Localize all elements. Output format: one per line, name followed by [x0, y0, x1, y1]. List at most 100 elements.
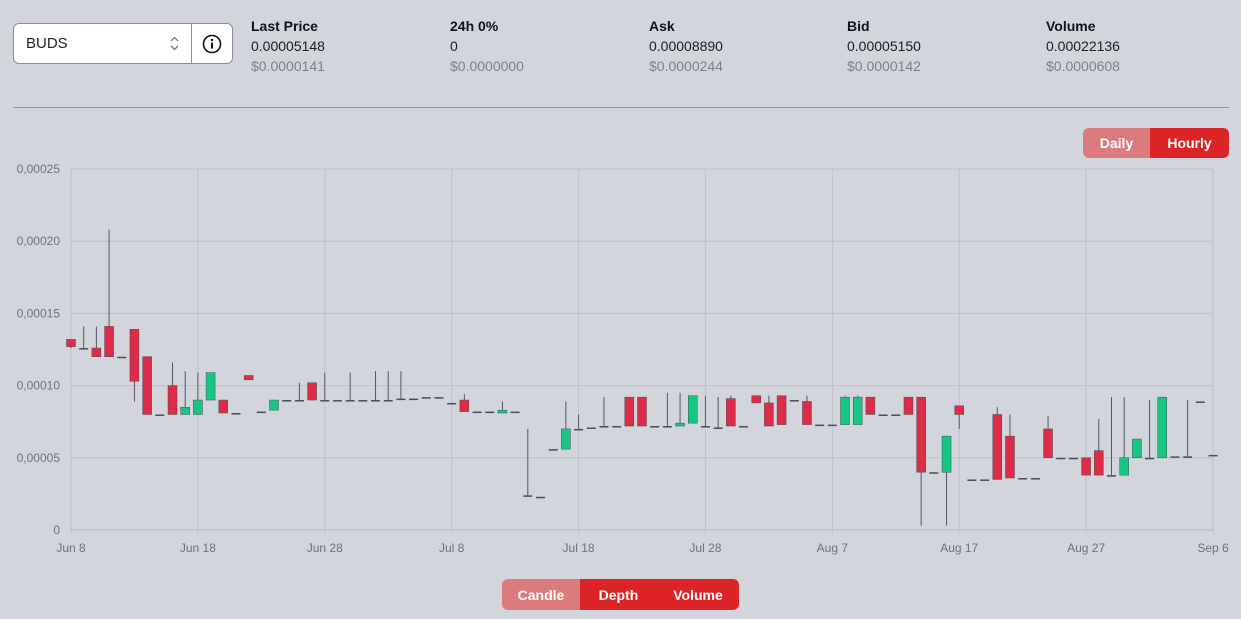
info-button[interactable] [192, 24, 232, 63]
candle-body [167, 385, 178, 415]
candle-body [193, 399, 203, 415]
candle-body [929, 472, 939, 474]
candle-body [231, 413, 241, 415]
interval-toggle: Daily Hourly [1083, 128, 1229, 158]
candle-body [243, 375, 254, 381]
stat-last-price: Last Price 0.00005148 $0.0000141 [251, 16, 325, 76]
candle-body [1157, 396, 1167, 459]
daily-button[interactable]: Daily [1083, 128, 1150, 158]
stat-24h-change: 24h 0% 0 $0.0000000 [450, 16, 524, 76]
candle-body [205, 372, 216, 401]
stat-usd-value: $0.0000142 [847, 58, 921, 74]
candle-body [612, 426, 622, 428]
candle-body [815, 424, 825, 427]
candle-body [523, 495, 533, 497]
candle-body [903, 396, 914, 415]
y-tick-label: 0,00015 [17, 306, 61, 320]
x-tick-label: Jul 18 [563, 541, 595, 555]
stat-value: 0.00008890 [649, 38, 723, 54]
candle-body [497, 409, 508, 414]
hourly-button[interactable]: Hourly [1150, 128, 1229, 158]
stat-usd-value: $0.0000608 [1046, 58, 1120, 74]
x-tick-label: Jul 28 [689, 541, 721, 555]
candle-body [1068, 457, 1078, 460]
candle-body [700, 426, 710, 428]
stat-usd-value: $0.0000244 [649, 58, 723, 74]
view-toggle: Candle Depth Volume [502, 579, 739, 610]
candle-body [510, 411, 520, 414]
candle-body [472, 411, 482, 414]
stat-label: Volume [1046, 18, 1096, 34]
y-tick-label: 0,00005 [17, 451, 61, 465]
candle-body [1018, 478, 1028, 480]
candle-body [1170, 456, 1180, 458]
candle-body [1195, 401, 1205, 403]
candlestick-chart[interactable]: 0 0,00005 0,00010 0,00015 0,00020 0,00025 Jun … [0, 150, 1241, 560]
candle-body [358, 400, 368, 402]
candle-body [827, 424, 837, 427]
stat-usd-value: $0.0000000 [450, 58, 524, 74]
stat-usd-value: $0.0000141 [251, 58, 325, 74]
candle-body [421, 397, 431, 399]
candle-body [802, 401, 812, 425]
candle-body [142, 356, 152, 415]
x-tick-label: Aug 17 [940, 541, 978, 555]
candle-body [79, 348, 89, 350]
candle-body [980, 479, 990, 481]
candle-body [345, 400, 355, 402]
stat-value: 0.00005148 [251, 38, 325, 54]
x-tick-label: Jun 8 [56, 541, 86, 555]
candle-body [1132, 438, 1142, 459]
candle-body [434, 397, 444, 399]
candle-body [1119, 457, 1129, 476]
candle-body [954, 405, 964, 415]
candle-body [129, 329, 140, 382]
y-tick-label: 0,00020 [17, 234, 61, 248]
candle-body [852, 396, 863, 425]
candle-body [624, 396, 635, 427]
candle-body [485, 411, 495, 414]
market-select[interactable]: BUDS [14, 24, 192, 63]
stat-volume: Volume 0.00022136 $0.0000608 [1046, 16, 1120, 76]
candle-body [751, 395, 761, 404]
candle-body [992, 414, 1003, 480]
candle-body [574, 428, 584, 431]
candle-body [294, 400, 304, 402]
candle-body [561, 428, 571, 450]
candle-body [650, 426, 660, 428]
stat-value: 0.00005150 [847, 38, 921, 54]
x-tick-label: Aug 7 [817, 541, 849, 555]
candle-body [840, 396, 850, 425]
candle-body [1183, 456, 1193, 458]
volume-view-button[interactable]: Volume [657, 579, 739, 610]
candle-body [332, 400, 342, 402]
x-tick-label: Sep 6 [1197, 541, 1229, 555]
candle-body [548, 449, 558, 451]
candle-body [1043, 428, 1053, 459]
candle-body [967, 479, 977, 481]
candle-view-button[interactable]: Candle [502, 579, 580, 610]
stat-value: 0.00022136 [1046, 38, 1120, 54]
x-tick-label: Jun 18 [180, 541, 216, 555]
candle-body [1208, 454, 1218, 457]
candle-body [789, 400, 799, 402]
header-divider [13, 107, 1229, 108]
candle-body [282, 400, 292, 402]
candle-body [726, 398, 736, 427]
depth-view-button[interactable]: Depth [580, 579, 657, 610]
stat-label: 24h 0% [450, 18, 499, 34]
info-icon [202, 34, 222, 53]
stat-value: 0 [450, 38, 458, 54]
candle-body [1056, 457, 1066, 460]
candle-body [878, 414, 888, 416]
candle-body [104, 326, 114, 357]
candle-body [865, 396, 876, 415]
candle-body [91, 347, 102, 357]
candle-body [599, 426, 609, 428]
candle-body [776, 395, 787, 425]
candle-body [688, 395, 698, 424]
candle-body [371, 400, 381, 402]
x-tick-label: Aug 27 [1067, 541, 1105, 555]
candle-body [764, 402, 774, 427]
candle-body [320, 400, 330, 402]
